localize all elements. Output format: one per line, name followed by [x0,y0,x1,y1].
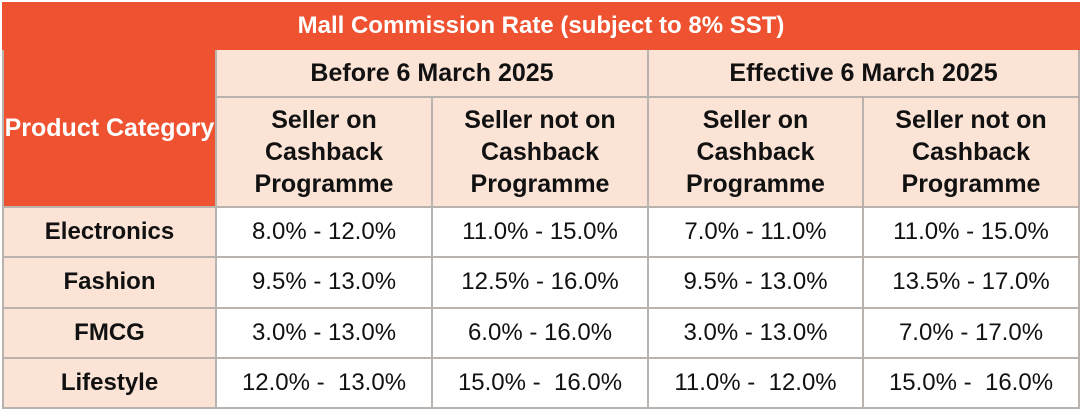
category-column-header: Product Category [2,48,217,208]
rate-cell: 3.0% - 13.0% [647,306,864,359]
rate-cell: 7.0% - 17.0% [862,306,1080,359]
rate-cell: 13.5% - 17.0% [862,256,1080,309]
row-category-label: Lifestyle [2,356,217,410]
subheader-before-not-on-cashback: Seller not on Cashback Programme [431,96,649,208]
row-category-label: FMCG [2,306,217,359]
rate-cell: 8.0% - 12.0% [215,205,433,259]
rate-cell: 12.5% - 16.0% [431,256,649,309]
subheader-effective-on-cashback: Seller on Cashback Programme [647,96,864,208]
rate-cell: 7.0% - 11.0% [647,205,864,259]
rate-cell: 11.0% - 12.0% [647,356,864,410]
rate-cell: 11.0% - 15.0% [862,205,1080,259]
subheader-before-on-cashback: Seller on Cashback Programme [215,96,433,208]
rate-cell: 6.0% - 16.0% [431,306,649,359]
row-category-label: Electronics [2,205,217,259]
table-title: Mall Commission Rate (subject to 8% SST) [2,2,1080,50]
rate-cell: 9.5% - 13.0% [647,256,864,309]
rate-cell: 15.0% - 16.0% [431,356,649,410]
rate-cell: 12.0% - 13.0% [215,356,433,410]
period-header-effective: Effective 6 March 2025 [647,48,1080,98]
table-row: FMCG 3.0% - 13.0% 6.0% - 16.0% 3.0% - 13… [2,306,1080,359]
rate-cell: 9.5% - 13.0% [215,256,433,309]
period-header-before: Before 6 March 2025 [215,48,649,98]
rate-cell: 11.0% - 15.0% [431,205,649,259]
table-row: Lifestyle 12.0% - 13.0% 15.0% - 16.0% 11… [2,356,1080,410]
rate-cell: 3.0% - 13.0% [215,306,433,359]
row-category-label: Fashion [2,256,217,309]
subheader-effective-not-on-cashback: Seller not on Cashback Programme [862,96,1080,208]
table-row: Electronics 8.0% - 12.0% 11.0% - 15.0% 7… [2,205,1080,259]
table-row: Fashion 9.5% - 13.0% 12.5% - 16.0% 9.5% … [2,256,1080,309]
rate-cell: 15.0% - 16.0% [862,356,1080,410]
